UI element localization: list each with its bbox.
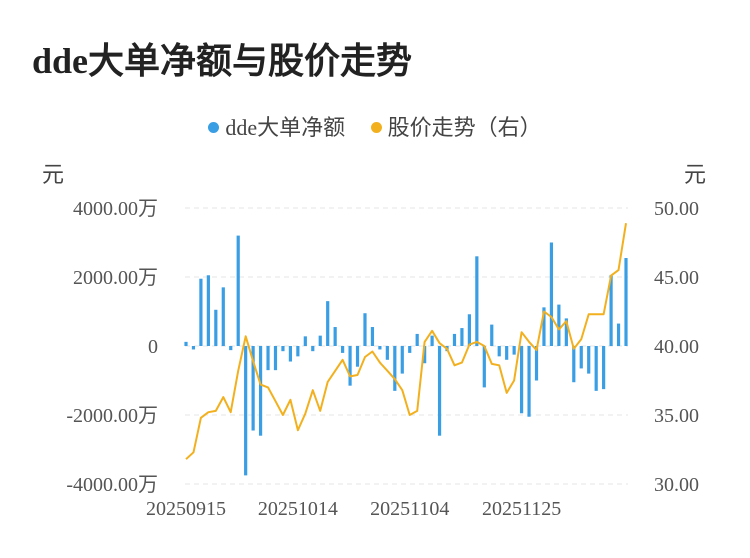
dde-bar [191, 346, 196, 350]
dde-bar [296, 346, 300, 357]
legend-item-dde[interactable]: dde大单净额 [208, 110, 345, 142]
dde-bar [534, 346, 539, 381]
right-axis-tick-label: 50.00 [654, 198, 699, 220]
dde-bar [206, 275, 210, 346]
dde-bar [273, 346, 278, 371]
dde-bar [572, 346, 576, 383]
dde-bar [557, 304, 561, 346]
right-axis-tick-label: 30.00 [654, 474, 699, 496]
dde-bar [288, 346, 293, 362]
dde-bar [281, 346, 285, 352]
dde-bar [333, 327, 337, 346]
right-axis-unit: 元 [684, 162, 707, 187]
legend-dot-price [370, 122, 382, 133]
price-line [185, 223, 627, 460]
dde-bar [311, 346, 315, 352]
right-axis-tick-label: 35.00 [654, 405, 699, 427]
dde-bar [616, 323, 621, 346]
dde-bar [587, 346, 591, 374]
left-axis-tick-label: -2000.00万 [66, 405, 158, 427]
dde-bar [519, 346, 524, 414]
dde-bar [326, 301, 330, 346]
chart-title: dde大单净额与股价走势 [32, 41, 413, 81]
dde-bar [214, 309, 218, 346]
dde-bar [527, 346, 531, 417]
dde-bar [393, 346, 397, 391]
dde-bar [378, 346, 382, 350]
dde-bar [602, 346, 606, 390]
dde-bar [609, 275, 613, 346]
legend-item-price[interactable]: 股价走势（右） [370, 110, 542, 142]
dde-bar [266, 346, 270, 371]
dde-bar [341, 346, 345, 353]
dde-bar [512, 346, 516, 355]
legend-dot-dde [208, 122, 220, 133]
dde-bar [452, 333, 457, 346]
right-axis-tick-label: 40.00 [654, 336, 699, 358]
dde-bar [482, 346, 486, 388]
dde-bar [236, 235, 240, 346]
dde-bar [229, 346, 233, 351]
dde-bar [251, 346, 255, 431]
dde-bar [348, 346, 352, 386]
dde-bar [460, 328, 464, 346]
legend-label-price: 股价走势（右） [387, 115, 542, 140]
x-axis-tick-label: 20250915 [146, 498, 226, 520]
dde-bar [244, 346, 248, 476]
left-axis-tick-label: -4000.00万 [66, 474, 158, 496]
dde-bar [318, 335, 322, 346]
dde-bar [363, 313, 367, 346]
left-axis-tick-label: 0 [148, 336, 158, 358]
dde-bar [497, 346, 501, 357]
dde-bar [221, 287, 225, 346]
dde-bar [542, 307, 546, 346]
dde-bar [408, 346, 412, 353]
dde-bar [490, 324, 494, 346]
dde-bar [400, 346, 404, 374]
dde-bar [475, 256, 479, 346]
dde-bar [579, 346, 583, 369]
dde-bar [437, 346, 442, 436]
left-axis-tick-label: 4000.00万 [73, 198, 158, 220]
dde-bar [184, 341, 188, 346]
dde-bar [303, 336, 307, 346]
legend: dde大单净额 股价走势（右） [0, 110, 750, 142]
x-axis-tick-label: 20251104 [370, 498, 449, 520]
dde-bar [467, 314, 471, 346]
x-axis-tick-label: 20251014 [258, 498, 338, 520]
dde-bar [505, 346, 509, 360]
dde-bar [549, 242, 554, 346]
dde-bar [423, 346, 427, 364]
dde-bar [199, 278, 203, 346]
x-axis-tick-label: 20251125 [482, 498, 561, 520]
dde-bar [624, 258, 628, 346]
dde-bar [594, 346, 598, 391]
dde-bar [370, 327, 375, 346]
dde-bar [385, 346, 389, 360]
dde-bar [355, 346, 360, 367]
dde-bar [564, 318, 568, 346]
dde-bar [415, 333, 419, 346]
right-axis-tick-label: 45.00 [654, 267, 699, 289]
left-axis-unit: 元 [42, 162, 65, 187]
legend-label-dde: dde大单净额 [225, 115, 346, 140]
left-axis-tick-label: 2000.00万 [73, 267, 158, 289]
dde-bar [258, 346, 263, 436]
dde-bar [430, 335, 434, 346]
